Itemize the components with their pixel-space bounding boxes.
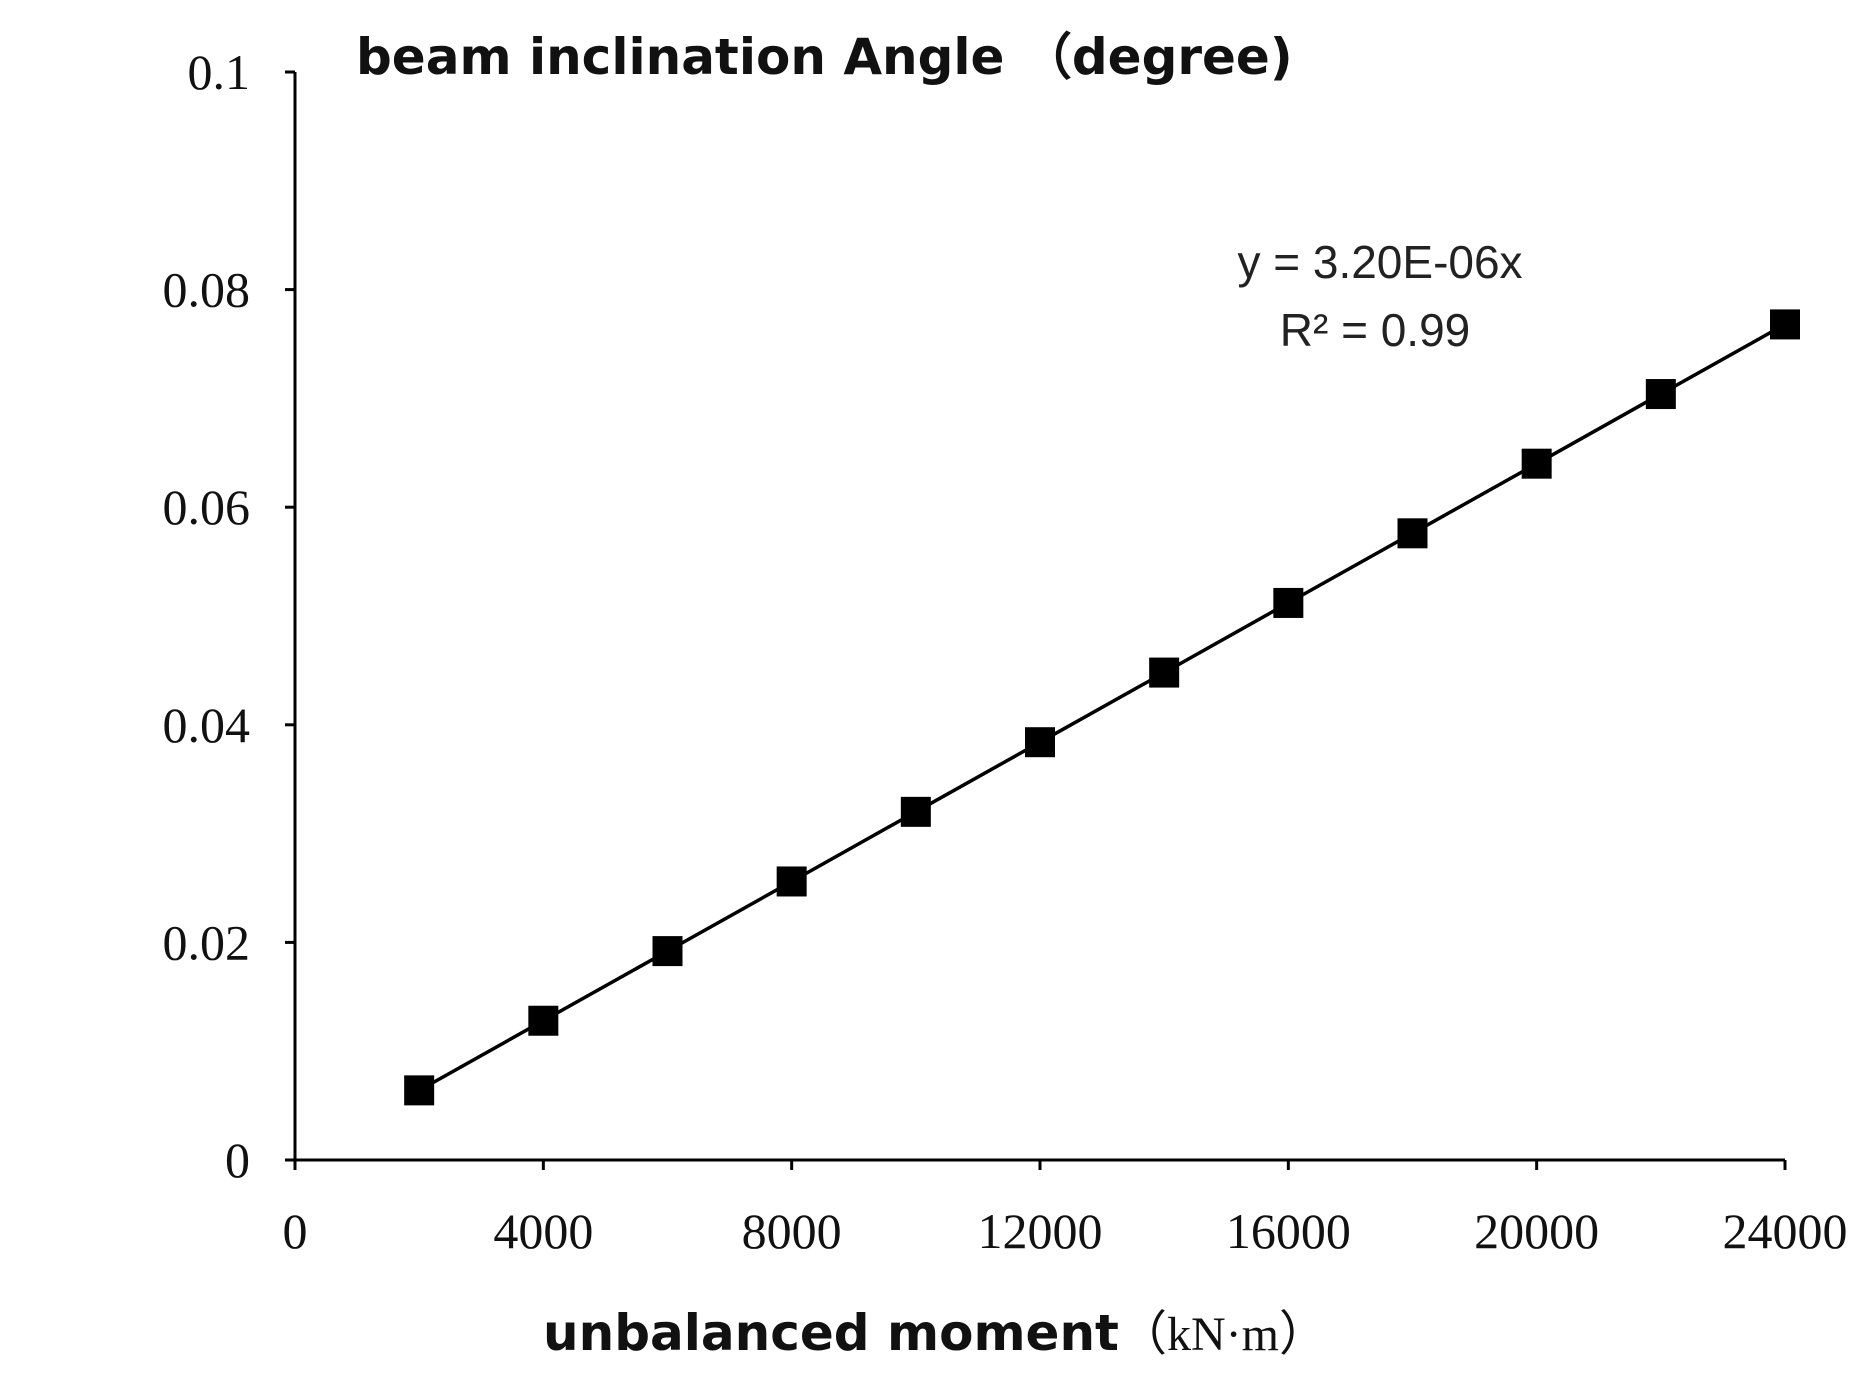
data-point <box>776 866 807 897</box>
x-tick-label: 12000 <box>978 1203 1103 1259</box>
y-tick-label: 0.1 <box>188 44 251 100</box>
series-layer <box>404 309 1800 1106</box>
y-axis-title: beam inclination Angle （degree) <box>356 28 1293 86</box>
data-point <box>1397 518 1428 549</box>
x-tick-label: 0 <box>283 1203 308 1259</box>
y-tick-label: 0.06 <box>163 479 251 535</box>
data-point <box>528 1005 559 1036</box>
data-point <box>1273 587 1304 618</box>
x-tick-label: 8000 <box>742 1203 842 1259</box>
y-tick-label: 0.04 <box>163 697 251 753</box>
data-point <box>1645 379 1676 410</box>
y-tick-label: 0.08 <box>163 262 251 318</box>
data-point <box>1770 309 1800 340</box>
x-axis-ticks: 0 4000 8000 12000 16000 20000 24000 <box>283 1160 1848 1259</box>
trendline-equation: y = 3.20E-06x <box>1237 236 1522 288</box>
x-axis-title-group: unbalanced moment（kN·m） <box>543 1304 1327 1362</box>
data-point <box>1149 657 1180 688</box>
axes <box>293 72 1785 1162</box>
x-tick-label: 4000 <box>493 1203 593 1259</box>
series-line <box>418 322 1786 1092</box>
y-tick-label: 0.02 <box>163 914 251 970</box>
x-tick-label: 24000 <box>1723 1203 1848 1259</box>
x-axis-title: unbalanced moment <box>543 1304 1119 1362</box>
x-tick-label: 20000 <box>1474 1203 1599 1259</box>
data-point <box>1521 448 1552 479</box>
data-point <box>652 936 683 967</box>
data-point <box>900 796 931 827</box>
x-axis-unit: （kN·m） <box>1119 1308 1327 1361</box>
r-squared-label: R² = 0.99 <box>1280 304 1471 356</box>
data-point <box>1025 727 1055 758</box>
data-point <box>404 1075 435 1106</box>
x-tick-label: 16000 <box>1226 1203 1351 1259</box>
y-axis-ticks: 0 0.02 0.04 0.06 0.08 0.1 <box>163 44 295 1188</box>
y-tick-label: 0 <box>225 1132 250 1188</box>
